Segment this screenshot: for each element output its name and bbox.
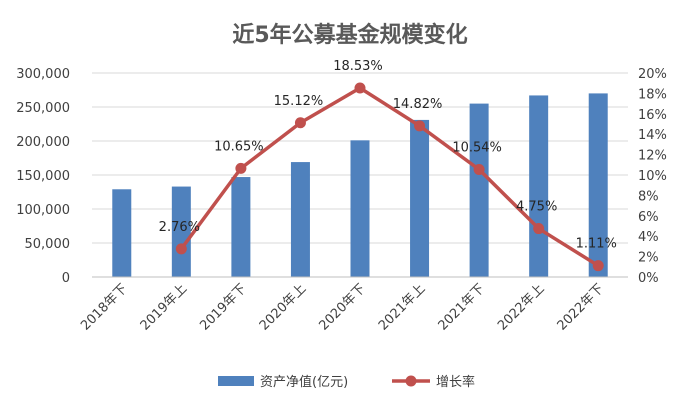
growth-data-label: 4.75% [516,200,557,215]
legend-label-bar: 资产净值(亿元) [260,374,348,390]
y-left-tick-label: 50,000 [25,237,71,252]
legend: 资产净值(亿元) 增长率 [218,374,475,390]
line-series [175,82,604,272]
data-labels: 2.76% 10.65% 15.12% 18.53% 14.82% 10.54% 4.75%… [159,59,617,252]
growth-data-label: 15.12% [274,94,324,109]
growth-point [354,82,366,94]
x-tick-label: 2021年上 [376,281,428,333]
x-tick-label: 2019年下 [197,281,249,333]
bar-series [112,93,608,278]
y-left-tick-label: 0 [62,271,70,286]
legend-marker-line [405,375,417,387]
bar [410,119,430,277]
x-tick-label: 2020年下 [316,281,368,333]
chart-title: 近5年公募基金规模变化 [232,22,467,48]
y-left-tick-label: 100,000 [16,203,70,218]
growth-point [414,120,426,132]
y-right-tick-label: 12% [638,149,667,164]
x-tick-label: 2022年上 [495,281,547,333]
growth-point [175,243,187,255]
y-left-tick-label: 150,000 [16,169,70,184]
y-left-tick-label: 300,000 [16,67,70,82]
growth-data-label: 1.11% [576,237,617,252]
bar [112,189,132,277]
growth-data-label: 2.76% [159,220,200,235]
y-right-tick-label: 6% [638,210,659,225]
x-tick-label: 2019年上 [138,281,190,333]
y-right-tick-label: 20% [638,67,667,82]
bar [588,93,608,278]
y-right-tick-label: 10% [638,169,667,184]
y-right-tick-label: 2% [638,251,659,266]
bar [469,103,489,277]
x-tick-label: 2018年下 [78,281,130,333]
growth-point [235,162,247,174]
bar [231,177,251,277]
bar [290,162,310,277]
y-right-tick-label: 0% [638,271,659,286]
growth-point [473,163,485,175]
growth-point [592,260,604,272]
legend-label-line: 增长率 [436,374,475,390]
x-tick-label: 2021年下 [436,281,488,333]
growth-point [294,117,306,129]
growth-data-label: 10.65% [214,139,264,154]
bar [171,186,191,277]
y-right-tick-label: 4% [638,230,659,245]
y-right-tick-label: 8% [638,189,659,204]
growth-point [533,223,545,235]
bar [529,95,549,277]
y-right-tick-label: 14% [638,128,667,143]
y-right-tick-label: 16% [638,108,667,123]
legend-swatch-bar [218,376,254,386]
y-right-tick-label: 18% [638,87,667,102]
x-tick-label: 2020年上 [257,281,309,333]
x-tick-label: 2022年下 [555,281,607,333]
growth-data-label: 10.54% [452,140,502,155]
growth-line [179,86,600,268]
growth-data-label: 18.53% [333,59,383,74]
growth-data-label: 14.82% [393,97,443,112]
y-left-tick-label: 250,000 [16,101,70,116]
bar [350,140,370,277]
y-left-tick-label: 200,000 [16,135,70,150]
